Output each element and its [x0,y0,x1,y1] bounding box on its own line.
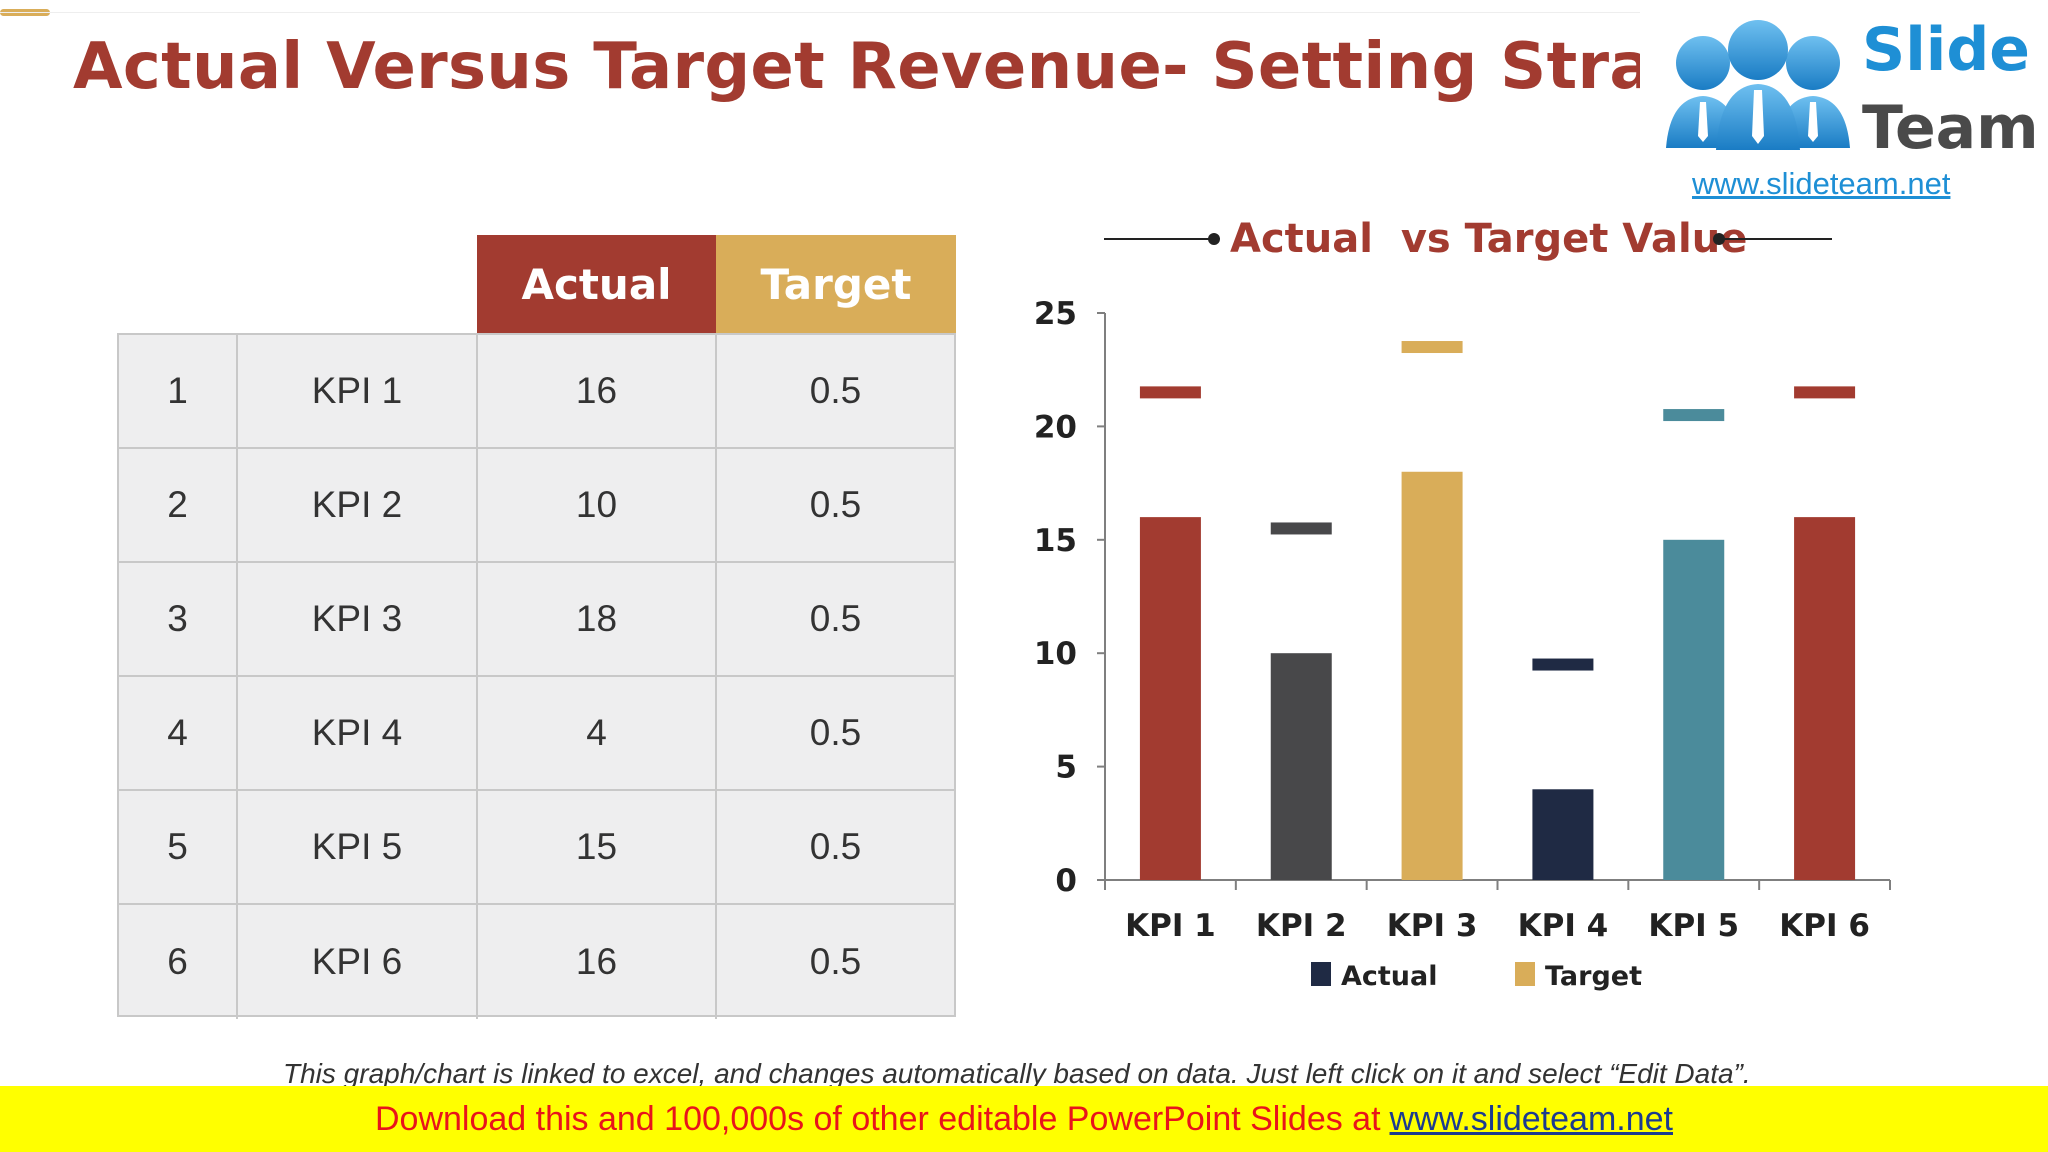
download-banner[interactable]: Download this and 100,000s of other edit… [0,1086,2048,1152]
target-marker [1532,658,1594,671]
actual-vs-target-chart[interactable]: 0 5 10 15 20 25 KPI 1 KPI 2 KPI 3 KPI 4 KPI 5 KPI 6… [1000,280,1920,1020]
banner-text: Download this and 100,000s of other edit… [374,1099,1381,1138]
kpi-data-table: Actual Target 1 KPI 1 16 0.5 2 KPI 2 10 … [117,235,956,1019]
x-tick-label: KPI 4 [1518,908,1609,944]
table-row: 3 KPI 3 18 0.5 [119,563,954,677]
y-tick-label: 5 [1055,750,1077,786]
y-tick-label: 10 [1034,636,1077,672]
target-value-cell: 0.5 [809,370,862,411]
target-marker [1270,522,1332,535]
kpi-name-cell: KPI 2 [238,449,478,561]
slideteam-logo[interactable]: Slide Team www.slideteam.net [1640,0,2048,201]
logo-url-link[interactable]: www.slideteam.net [1692,166,1951,201]
row-number-cell: 6 [119,905,238,1019]
banner-link[interactable]: www.slideteam.net [1389,1099,1673,1138]
kpi-name-cell: KPI 3 [238,563,478,675]
actual-value-cell: 16 [478,905,717,1019]
x-tick-label: KPI 3 [1387,908,1478,944]
actual-value-cell: 10 [478,449,717,561]
legend-label-actual: Actual [1341,961,1438,992]
actual-value-cell: 15 [478,791,717,903]
target-value-cell: 0.5 [809,712,862,753]
legend-swatch-target [1515,962,1535,986]
actual-bar [1139,517,1201,880]
row-number-cell: 5 [119,791,238,903]
row-number-cell: 1 [119,335,238,447]
target-marker [1663,409,1725,422]
table-body: 1 KPI 1 16 0.5 2 KPI 2 10 0.5 3 KPI 3 18… [117,333,956,1019]
target-value-cell: 0.5 [809,941,862,982]
target-marker [1401,341,1463,354]
chart-title: Actual vs Target Value [1230,216,1748,262]
target-value-cell: 0.5 [809,826,862,867]
table-row: 5 KPI 5 15 0.5 [119,791,954,905]
x-tick-label: KPI 1 [1125,908,1216,944]
target-value-cell: 0.5 [809,598,862,639]
table-row: 6 KPI 6 16 0.5 [119,905,954,1019]
kpi-name-cell: KPI 6 [238,905,478,1019]
legend-swatch-actual [1311,962,1331,986]
actual-value-cell: 16 [478,335,717,447]
y-tick-label: 15 [1034,523,1077,559]
logo-word-slide: Slide [1862,15,2030,85]
target-marker [1139,386,1201,399]
actual-bar [1663,539,1725,880]
actual-value-cell: 4 [478,677,717,789]
top-divider [0,12,1640,13]
x-tick-label: KPI 2 [1256,908,1347,944]
actual-bar [1794,517,1856,880]
logo-word-team: Team [1862,93,2039,163]
row-number-cell: 2 [119,449,238,561]
actual-value-cell: 18 [478,563,717,675]
row-number-cell: 3 [119,563,238,675]
actual-bar [1270,653,1332,880]
table-row: 1 KPI 1 16 0.5 [119,335,954,449]
chart-note: This graph/chart is linked to excel, and… [283,1058,1751,1089]
table-row: 2 KPI 2 10 0.5 [119,449,954,563]
y-tick-label: 20 [1034,409,1077,445]
target-marker [1794,386,1856,399]
chart-title-dot-right [1713,233,1725,245]
y-tick-label: 25 [1034,296,1077,332]
chart-title-rule-left [1104,238,1210,240]
y-tick-label: 0 [1055,863,1077,899]
x-tick-label: KPI 6 [1779,908,1870,944]
target-value-cell: 0.5 [809,484,862,525]
x-tick-label: KPI 5 [1648,908,1739,944]
header-actual: Actual [477,235,716,334]
chart-title-dot-left [1208,233,1220,245]
kpi-name-cell: KPI 5 [238,791,478,903]
row-number-cell: 4 [119,677,238,789]
people-group-icon [1666,20,1850,150]
header-target: Target [716,235,956,334]
actual-bar [1401,471,1463,880]
kpi-name-cell: KPI 1 [238,335,478,447]
actual-bar [1532,789,1594,880]
legend-label-target: Target [1545,961,1642,992]
kpi-name-cell: KPI 4 [238,677,478,789]
chart-title-rule-right [1720,238,1832,240]
table-row: 4 KPI 4 4 0.5 [119,677,954,791]
